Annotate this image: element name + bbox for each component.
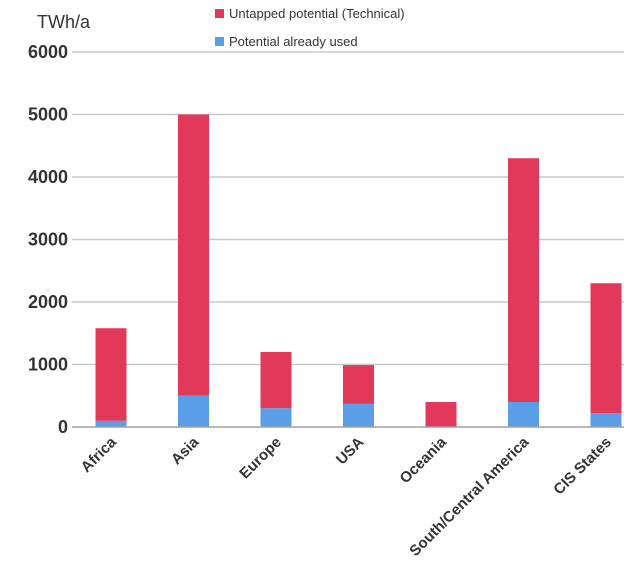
legend: Untapped potential (Technical) Potential … [215, 6, 405, 49]
bar-segment-untapped [95, 328, 127, 421]
x-category-label: USA [333, 434, 368, 469]
legend-swatch [215, 9, 224, 18]
bar-segment-used [95, 420, 127, 427]
bar-stack-africa [95, 328, 127, 427]
y-tick-label: 5000 [28, 105, 68, 125]
y-axis-unit-label: TWh/a [37, 12, 91, 32]
x-category-label: Africa [78, 433, 121, 476]
y-tick-label: 0 [58, 417, 68, 437]
bar-stack-south-central-america [508, 158, 539, 427]
bar-segment-untapped [343, 365, 374, 404]
bar-stack-cis-states [590, 283, 622, 427]
bar-segment-untapped [260, 352, 292, 409]
x-category-label: Asia [168, 433, 203, 468]
bar-stack-asia [178, 114, 209, 427]
x-category-label: Oceania [397, 433, 451, 487]
bar-segment-used [343, 403, 374, 427]
gridlines [72, 51, 624, 366]
bar-segment-used [178, 395, 209, 427]
x-axis-category-labels: Africa Asia Europe USA OceaniaSouth/Central … [78, 433, 615, 559]
y-tick-label: 4000 [28, 167, 68, 187]
x-category-label: Europe [236, 434, 285, 483]
bar-segment-untapped [178, 114, 209, 396]
y-tick-label: 3000 [28, 230, 68, 250]
bar-segment-untapped [425, 402, 457, 427]
bar-segment-untapped [508, 158, 539, 402]
x-category-label: CIS States [550, 434, 614, 498]
y-tick-label: 6000 [28, 42, 68, 62]
bar-stack-europe [260, 352, 292, 427]
bar-segment-used [508, 402, 539, 427]
y-axis-ticks: 0 1000 2000 3000 4000 5000 6000 [28, 42, 68, 437]
legend-label: Untapped potential (Technical) [229, 6, 405, 21]
bar-segment-used [590, 413, 622, 427]
legend-label: Potential already used [229, 34, 358, 49]
legend-swatch [215, 37, 224, 46]
bar-stack-oceania [425, 402, 457, 427]
y-tick-label: 1000 [28, 355, 68, 375]
bar-segment-used [260, 408, 292, 427]
bar-stack-usa [343, 365, 374, 427]
bars [95, 114, 622, 427]
y-tick-label: 2000 [28, 292, 68, 312]
bar-segment-untapped [590, 283, 622, 414]
